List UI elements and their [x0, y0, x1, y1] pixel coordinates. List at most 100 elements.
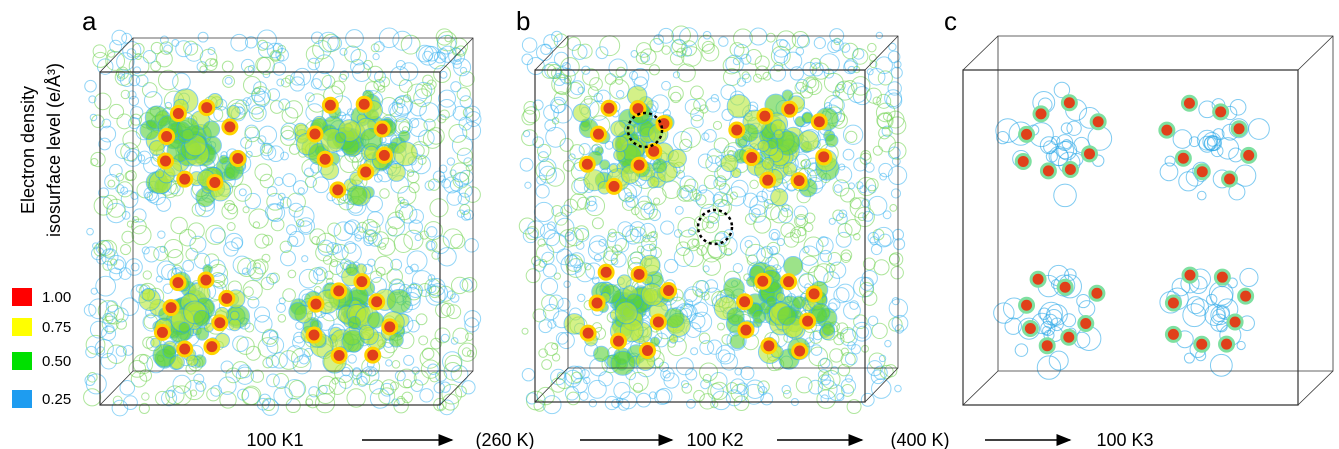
density-blob [347, 185, 367, 205]
density-blob [542, 360, 552, 370]
density-blob [277, 303, 286, 312]
density-blob [682, 383, 692, 393]
density-blob [277, 79, 284, 86]
density-blob [373, 232, 389, 248]
density-peak [1220, 337, 1234, 351]
density-blob [578, 294, 585, 301]
density-blob [252, 107, 264, 119]
density-blob [777, 238, 784, 245]
density-blob [278, 315, 286, 323]
density-blob [594, 254, 601, 261]
density-blob [525, 182, 531, 188]
density-blob [1249, 119, 1270, 140]
density-peak [607, 179, 621, 193]
density-blob [750, 180, 758, 188]
legend-title: Electron density [18, 86, 38, 214]
density-blob [570, 194, 586, 210]
density-blob [156, 51, 172, 67]
density-blob [869, 54, 876, 61]
density-blob [340, 48, 347, 55]
density-blob [255, 315, 272, 332]
density-peak [205, 340, 219, 354]
density-blob [798, 131, 819, 152]
density-blob [107, 199, 125, 217]
legend-title: isosurface level (e/Å³) [44, 63, 64, 237]
density-blob [460, 96, 472, 108]
density-blob [776, 293, 785, 302]
density-peak [1176, 151, 1190, 165]
density-blob [267, 374, 280, 387]
density-blob [1184, 353, 1194, 363]
density-blob [224, 242, 238, 256]
density-peak [1058, 280, 1072, 294]
density-peak [308, 127, 322, 141]
density-peak [1063, 162, 1077, 176]
sequence-label: 100 K1 [246, 430, 303, 449]
density-peak [178, 172, 192, 186]
density-blob [567, 82, 583, 98]
density-blob [616, 77, 623, 84]
density-blob [285, 101, 302, 118]
density-blob [466, 112, 481, 127]
density-blob [856, 182, 863, 189]
density-peak [657, 117, 671, 131]
legend-swatch [12, 352, 32, 370]
density-blob [809, 347, 828, 366]
density-blob [771, 233, 778, 240]
density-blob [399, 80, 412, 93]
legend-label: 0.25 [42, 391, 71, 408]
density-blob [346, 30, 364, 48]
density-blob [451, 82, 461, 92]
density-blob [121, 245, 131, 255]
density-blob [653, 198, 659, 204]
density-blob [421, 360, 439, 378]
density-blob [685, 99, 700, 114]
cube-edge [963, 36, 998, 70]
density-peak [782, 275, 796, 289]
density-blob [171, 217, 187, 233]
density-blob [229, 319, 241, 331]
density-peak [662, 283, 676, 297]
density-blob [641, 284, 663, 306]
density-peak [178, 342, 192, 356]
density-blob [373, 54, 379, 60]
density-blob [612, 136, 627, 151]
density-clouds [84, 26, 1270, 416]
density-blob [304, 168, 313, 177]
density-blob [225, 77, 232, 84]
density-blob [452, 135, 472, 155]
density-blob [173, 73, 191, 91]
density-blob [163, 345, 176, 358]
density-blob [465, 333, 473, 341]
density-peak [1031, 272, 1045, 286]
density-blob [126, 259, 142, 275]
density-blob [611, 351, 635, 375]
density-blob [588, 380, 606, 398]
density-blob [267, 187, 277, 197]
density-blob [771, 189, 788, 206]
density-blob [84, 389, 101, 406]
density-blob [702, 216, 718, 232]
density-blob [134, 67, 141, 74]
density-blob [665, 308, 684, 327]
density-blob [584, 96, 592, 104]
density-blob [430, 199, 448, 217]
density-blob [519, 218, 535, 234]
cube-edge [1298, 371, 1333, 405]
density-blob [142, 393, 149, 400]
density-blob [85, 80, 97, 92]
density-blob [131, 263, 139, 271]
density-peak [213, 316, 227, 330]
density-blob [782, 385, 790, 393]
density-blob [874, 260, 889, 275]
legend-label: 0.75 [42, 319, 71, 336]
density-blob [407, 251, 427, 271]
density-blob [123, 131, 141, 149]
density-peak [1082, 147, 1096, 161]
density-blob [449, 124, 467, 142]
density-blob [848, 83, 868, 103]
density-blob [142, 288, 155, 301]
density-blob [750, 196, 768, 214]
density-peak [331, 183, 345, 197]
density-blob [845, 220, 861, 236]
